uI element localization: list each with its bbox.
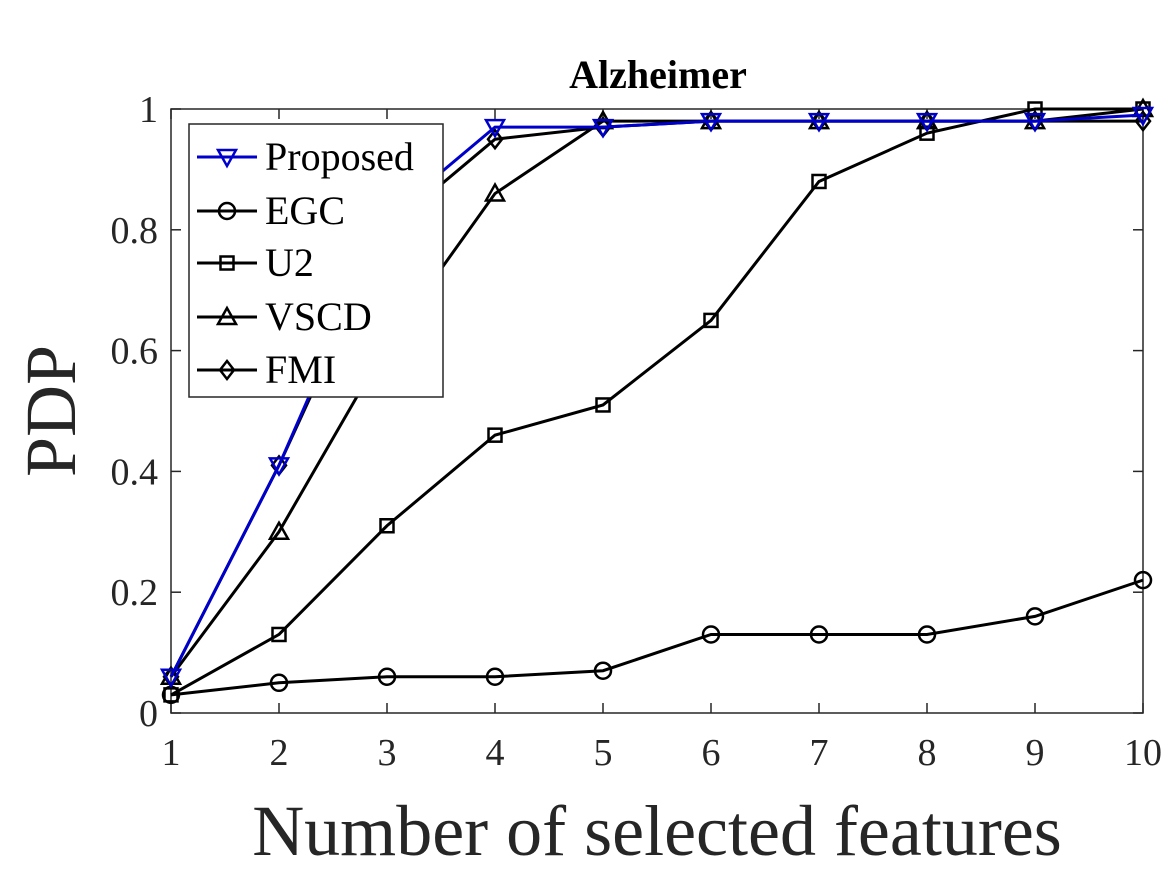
data-point (159, 668, 183, 689)
legend-label: Proposed (265, 134, 414, 179)
data-point (1023, 112, 1047, 133)
legend-marker (218, 358, 236, 382)
legend-entry-proposed: Proposed (197, 134, 414, 179)
data-point (703, 312, 719, 329)
x-tick-label: 9 (1026, 732, 1045, 774)
legend-marker (217, 201, 237, 221)
data-point (807, 112, 831, 133)
legend-marker (215, 148, 239, 169)
x-tick-label: 10 (1124, 732, 1162, 774)
y-tick-label: 0.6 (111, 331, 159, 373)
data-point (1027, 101, 1043, 117)
data-point (915, 112, 939, 133)
y-tick-label: 0.2 (111, 572, 159, 614)
y-tick-label: 0 (139, 693, 158, 735)
legend: Proposed EGC U2 VSCD FMI (188, 123, 444, 398)
series-egc (161, 570, 1153, 705)
y-tick-label: 0.4 (111, 451, 159, 493)
legend-label: U2 (265, 240, 314, 285)
data-point (267, 520, 291, 541)
data-point (377, 667, 397, 687)
legend-entry-vscd: VSCD (197, 294, 372, 339)
y-axis: 0 0.2 0.4 0.6 0.8 1 (111, 89, 1143, 735)
legend-entry-fmi: FMI (197, 347, 336, 392)
legend-label: EGC (265, 188, 345, 233)
data-point (809, 625, 829, 644)
x-tick-label: 8 (918, 732, 937, 774)
x-tick-label: 7 (810, 732, 829, 774)
data-point (485, 667, 505, 687)
data-point (1025, 607, 1045, 626)
legend-entry-u2: U2 (197, 240, 314, 285)
data-point (591, 118, 615, 139)
x-tick-label: 6 (702, 732, 721, 774)
legend-box (188, 123, 444, 398)
data-point (483, 182, 507, 202)
x-tick-label: 3 (378, 732, 397, 774)
data-point (593, 661, 613, 680)
data-point (379, 518, 395, 534)
data-point (267, 457, 291, 477)
chart-title: Alzheimer (569, 52, 747, 97)
legend-label: VSCD (265, 294, 372, 339)
data-point (701, 625, 721, 644)
data-point (487, 427, 503, 443)
plot-area (170, 108, 1144, 714)
x-axis-label: Number of selected features (252, 791, 1062, 871)
y-tick-label: 0.8 (111, 210, 159, 252)
x-tick-label: 1 (162, 732, 181, 774)
data-point (699, 112, 723, 133)
legend-marker (219, 255, 235, 271)
x-tick-label: 2 (270, 732, 289, 774)
data-point (486, 128, 504, 151)
data-point (483, 118, 507, 139)
y-tick-label: 1 (139, 89, 158, 131)
data-point (919, 125, 935, 141)
legend-label: FMI (265, 347, 336, 392)
x-tick-label: 4 (486, 732, 505, 774)
y-axis-label: PDP (11, 345, 91, 477)
legend-marker (215, 305, 239, 326)
data-point (1133, 570, 1153, 590)
data-point (811, 173, 827, 190)
legend-entry-egc: EGC (197, 188, 345, 233)
data-point (917, 625, 937, 644)
series-line (170, 578, 1144, 697)
data-point (595, 397, 611, 413)
x-axis: 1 2 3 4 5 6 7 8 9 10 (162, 109, 1162, 774)
data-point (163, 687, 179, 703)
x-tick-label: 5 (594, 732, 613, 774)
data-point (269, 673, 289, 693)
data-point (1131, 106, 1155, 127)
data-point (271, 626, 287, 643)
